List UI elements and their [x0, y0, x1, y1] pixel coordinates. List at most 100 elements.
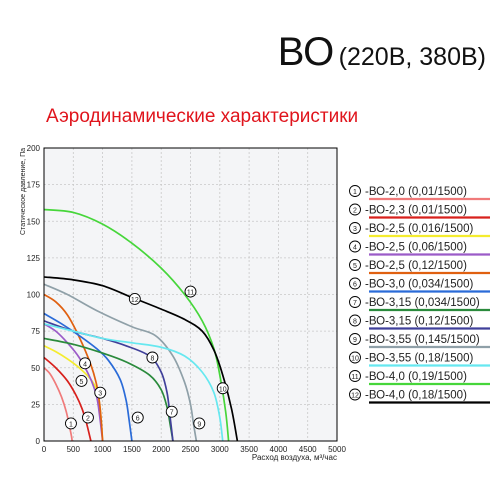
x-tick-label: 0	[42, 445, 47, 454]
plot-border	[43, 147, 338, 442]
legend-marker-label: 11	[351, 374, 358, 381]
y-axis-ticks: 0 25 50 75 100 125 150 175 200	[27, 144, 41, 446]
legend-entry: -ВО-2,5 (0,12/1500)	[365, 260, 467, 272]
grid	[44, 148, 337, 441]
y-axis-label: Статическое давление, Па	[20, 148, 27, 235]
x-tick-label: 4500	[299, 445, 317, 454]
legend-marker-label: 7	[353, 300, 357, 307]
curve-marker-label: 4	[83, 361, 87, 368]
curve-marker-label: 12	[131, 297, 139, 304]
x-tick-label: 500	[67, 445, 81, 454]
x-tick-label: 5000	[328, 445, 346, 454]
curve-marker-6	[131, 411, 144, 424]
x-tick-label: 3500	[240, 445, 258, 454]
y-tick-label: 200	[27, 144, 41, 153]
y-tick-label: 125	[27, 254, 41, 263]
legend-marker	[349, 388, 361, 401]
legend-marker-label: 2	[353, 208, 357, 215]
curve-marker-9	[193, 417, 206, 430]
curve-marker-label: 3	[98, 391, 102, 398]
curve-marker-5	[75, 374, 88, 387]
legend-marker	[349, 185, 361, 197]
curve-marker-label: 9	[197, 421, 201, 428]
curve-marker-label: 2	[86, 416, 90, 423]
curve-1	[43, 367, 73, 442]
curve-5	[43, 293, 104, 442]
x-tick-label: 3000	[211, 445, 229, 454]
x-tick-label: 4000	[270, 445, 288, 454]
y-tick-label: 25	[31, 400, 40, 409]
curve-marker-3	[94, 386, 107, 399]
legend-marker	[349, 222, 361, 234]
curve-2	[43, 356, 92, 442]
x-tick-label: 2000	[152, 445, 170, 454]
x-tick-label: 1500	[123, 445, 141, 454]
legend-marker-label: 3	[353, 226, 357, 233]
y-tick-label: 50	[31, 364, 40, 373]
legend-marker-label: 9	[353, 337, 357, 344]
legend-entry: -ВО-2,3 (0,01/1500)	[365, 205, 467, 217]
legend-marker	[349, 370, 361, 382]
legend-entry: -ВО-3,15 (0,12/1500)	[365, 316, 473, 328]
curve-marker-label: 8	[150, 355, 154, 362]
y-tick-label: 0	[36, 437, 41, 446]
curve-9	[43, 283, 198, 442]
curve-marker-label: 1	[69, 421, 73, 428]
legend-entry: -ВО-4,0 (0,19/1500)	[365, 371, 467, 383]
legend-entry: -ВО-3,55 (0,18/1500)	[365, 353, 473, 365]
curve-marker-2	[81, 411, 94, 424]
product-title-voltage: (220В, 380В)	[338, 43, 486, 71]
curve-marker-label: 11	[187, 290, 194, 297]
legend-marker-label: 6	[353, 282, 357, 289]
legend-marker	[349, 333, 361, 345]
y-tick-label: 150	[27, 217, 41, 226]
x-tick-label: 1000	[94, 445, 112, 454]
legend-marker	[349, 277, 361, 290]
y-tick-label: 175	[27, 181, 41, 190]
legend-entry: -ВО-2,5 (0,016/1500)	[365, 223, 473, 235]
legend: 1 -ВО-2,0 (0,01/1500) 2 -ВО-2,3 (0,01/1500)…	[349, 185, 490, 404]
curve-7	[43, 337, 174, 442]
curve-marker-4	[79, 357, 91, 370]
legend-entry: -ВО-4,0 (0,18/1500)	[365, 390, 467, 402]
curve-marker-1	[65, 417, 77, 430]
legend-marker-label: 10	[351, 356, 359, 363]
legend-marker-label: 5	[353, 263, 357, 270]
legend-marker	[349, 203, 361, 216]
legend-marker-label: 12	[351, 393, 359, 400]
x-axis-ticks: 0 500 1000 1500 2000 2500 3000 3500 4000 4500 5000	[42, 445, 347, 454]
legend-marker	[349, 259, 361, 271]
legend-entry: -ВО-2,0 (0,01/1500)	[365, 186, 467, 198]
y-tick-label: 75	[31, 327, 40, 336]
legend-marker-label: 4	[353, 245, 357, 252]
curve-10	[43, 322, 224, 442]
legend-marker	[349, 351, 361, 364]
curve-marker-7	[165, 405, 178, 418]
curve-marker-10	[216, 382, 229, 395]
legend-entry: -ВО-2,5 (0,06/1500)	[365, 242, 467, 254]
legend-marker	[349, 314, 361, 327]
curve-marker-12	[128, 292, 141, 305]
curve-marker-11	[184, 285, 197, 298]
legend-marker	[349, 240, 361, 253]
legend-entry: -ВО-3,55 (0,145/1500)	[365, 334, 480, 346]
curve-marker-label: 5	[80, 379, 84, 386]
product-title: ВО (220В, 380В)	[278, 30, 486, 75]
legend-marker-label: 8	[353, 319, 357, 326]
y-tick-label: 100	[27, 291, 41, 300]
legend-entry: -ВО-3,15 (0,034/1500)	[365, 297, 480, 309]
product-title-main: ВО	[277, 30, 335, 74]
x-tick-label: 2500	[182, 445, 200, 454]
legend-marker-label: 1	[353, 189, 357, 196]
curve-marker-label: 6	[136, 416, 140, 423]
curve-6	[43, 312, 133, 442]
chart-subtitle: Аэродинамические характеристики	[46, 106, 359, 127]
x-axis-label: Расход воздуха, м³/час	[252, 453, 337, 462]
legend-entry: -ВО-3,0 (0,034/1500)	[365, 279, 473, 291]
curve-marker-8	[146, 351, 159, 364]
curve-marker-label: 10	[219, 386, 227, 393]
legend-marker	[349, 296, 361, 308]
curve-marker-label: 7	[170, 410, 174, 417]
